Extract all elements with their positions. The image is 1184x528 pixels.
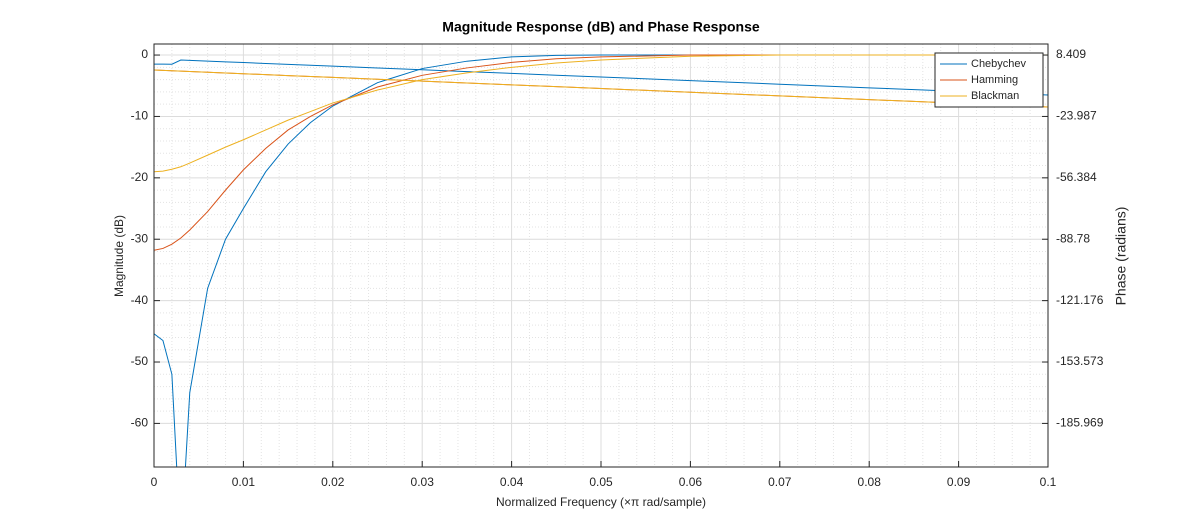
y-tick-label: -10 (131, 109, 149, 123)
x-tick-label: 0.08 (858, 475, 882, 489)
phase-line (154, 59, 1048, 96)
y2-tick-label: -185.969 (1056, 416, 1104, 430)
legend: Chebychev Hamming Blackman (934, 52, 1044, 108)
x-axis-label: Normalized Frequency (×π rad/sample) (496, 495, 706, 509)
phase-line (154, 69, 1048, 108)
x-tick-label: 0 (151, 475, 158, 489)
chart-title: Magnitude Response (dB) and Phase Respon… (442, 19, 760, 35)
legend-label: Blackman (971, 90, 1019, 102)
y2-tick-label: -88.78 (1056, 231, 1090, 245)
lines (154, 54, 1048, 467)
x-tick-label: 0.04 (500, 475, 524, 489)
y2-tick-label: -153.573 (1056, 354, 1104, 368)
y2-tick-label: -56.384 (1056, 170, 1097, 184)
y-tick-label: 0 (141, 47, 148, 61)
legend-label: Chebychev (971, 58, 1027, 70)
y2-axis-label: Phase (radians) (1113, 207, 1129, 306)
x-tick-label: 0.06 (679, 475, 703, 489)
magnitude-line (154, 54, 1048, 173)
y2-tick-label: 8.409 (1056, 47, 1086, 61)
y-tick-label: -40 (131, 293, 149, 307)
y-tick-label: -60 (131, 416, 149, 430)
x-tick-label: 0.07 (768, 475, 792, 489)
y2-tick-label: -121.176 (1056, 293, 1104, 307)
y-tick-label: -50 (131, 354, 149, 368)
x-tick-label: 0.1 (1040, 475, 1057, 489)
y2-tick-label: -23.987 (1056, 109, 1097, 123)
magnitude-line (154, 54, 1048, 251)
y-axis-label: Magnitude (dB) (112, 215, 126, 297)
x-tick-label: 0.05 (589, 475, 613, 489)
x-tick-label: 0.09 (947, 475, 971, 489)
x-tick-label: 0.03 (411, 475, 435, 489)
y-tick-label: -20 (131, 170, 149, 184)
x-tick-label: 0.01 (232, 475, 256, 489)
x-tick-label: 0.02 (321, 475, 345, 489)
ticks: 0 0.01 0.02 0.03 0.04 0.05 0.06 0.07 0.08 0.09 0.1… (131, 47, 1104, 489)
y-tick-label: -30 (131, 231, 149, 245)
legend-label: Hamming (971, 74, 1018, 86)
